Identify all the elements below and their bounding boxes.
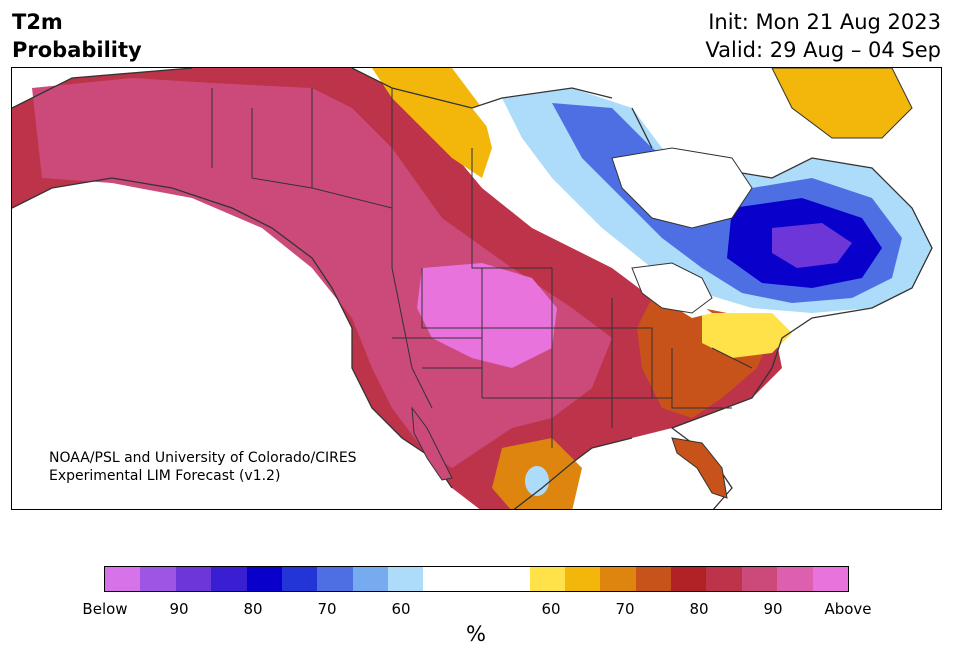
colorbar-below-swatch: [175, 567, 212, 591]
colorbar-below-swatch: [317, 567, 353, 591]
baja-california: [411, 406, 453, 481]
colorbar-tick-label: 60: [541, 600, 561, 618]
greenland: [771, 68, 913, 139]
colorbar-above-swatch: [741, 567, 778, 591]
colorbar-below-swatch: [246, 567, 282, 591]
credit-text: NOAA/PSL and University of Colorado/CIRE…: [49, 449, 357, 485]
colorbar-below-swatch: [140, 567, 176, 591]
prob-region-above-60: [372, 68, 492, 178]
colorbar-below-swatch: [281, 567, 318, 591]
prob-region-below-90: [772, 223, 852, 268]
colorbar-tick-label: Below: [82, 600, 128, 618]
coastline: [12, 68, 933, 509]
colorbar-tick-label: 90: [169, 600, 189, 618]
credit-line-2: Experimental LIM Forecast (v1.2): [49, 468, 281, 484]
credit-line-1: NOAA/PSL and University of Colorado/CIRE…: [49, 450, 357, 466]
hudson-bay: [611, 147, 753, 229]
colorbar-tick-label: 60: [391, 600, 411, 618]
colorbar: [104, 566, 849, 592]
colorbar-above-swatch: [600, 567, 636, 591]
colorbar-tick-label: 80: [243, 600, 263, 618]
colorbar-above-swatch: [706, 567, 742, 591]
colorbar-tick-label: 80: [689, 600, 709, 618]
colorbar-below-swatch: [352, 567, 388, 591]
prob-region-neutral: [472, 98, 712, 318]
colorbar-below-swatch: [211, 567, 247, 591]
political-borders: [211, 88, 753, 448]
colorbar-above-swatch: [812, 567, 848, 591]
prob-region-above-60-east: [702, 313, 792, 358]
init-date: Init: Mon 21 Aug 2023: [708, 10, 941, 34]
colorbar-above-swatch: [777, 567, 813, 591]
colorbar-tick-label: Above: [824, 600, 872, 618]
forecast-map-svg: [12, 68, 941, 509]
colorbar-above-swatch: [671, 567, 707, 591]
colorbar-below-swatch: [105, 567, 141, 591]
title-subtitle: Probability: [12, 38, 142, 62]
colorbar-neutral-swatch: [423, 567, 530, 591]
map-title: T2m Probability: [12, 8, 142, 64]
forecast-dates: Init: Mon 21 Aug 2023 Valid: 29 Aug – 04…: [705, 8, 941, 64]
prob-region-above-extreme: [417, 263, 557, 368]
colorbar-above-swatch: [635, 567, 672, 591]
colorbar-tick-label: 70: [317, 600, 337, 618]
colorbar-tick-label: 70: [615, 600, 635, 618]
great-lakes: [631, 262, 713, 314]
title-variable: T2m: [12, 10, 63, 34]
colorbar-above-swatch: [564, 567, 601, 591]
forecast-map: [11, 67, 942, 510]
colorbar-tick-label: 90: [763, 600, 783, 618]
colorbar-below-swatch: [388, 567, 424, 591]
valid-date: Valid: 29 Aug – 04 Sep: [705, 38, 941, 62]
florida: [671, 437, 728, 499]
colorbar-unit: %: [466, 622, 486, 646]
colorbar-above-swatch: [529, 567, 565, 591]
prob-region-texas-cool: [525, 466, 549, 496]
